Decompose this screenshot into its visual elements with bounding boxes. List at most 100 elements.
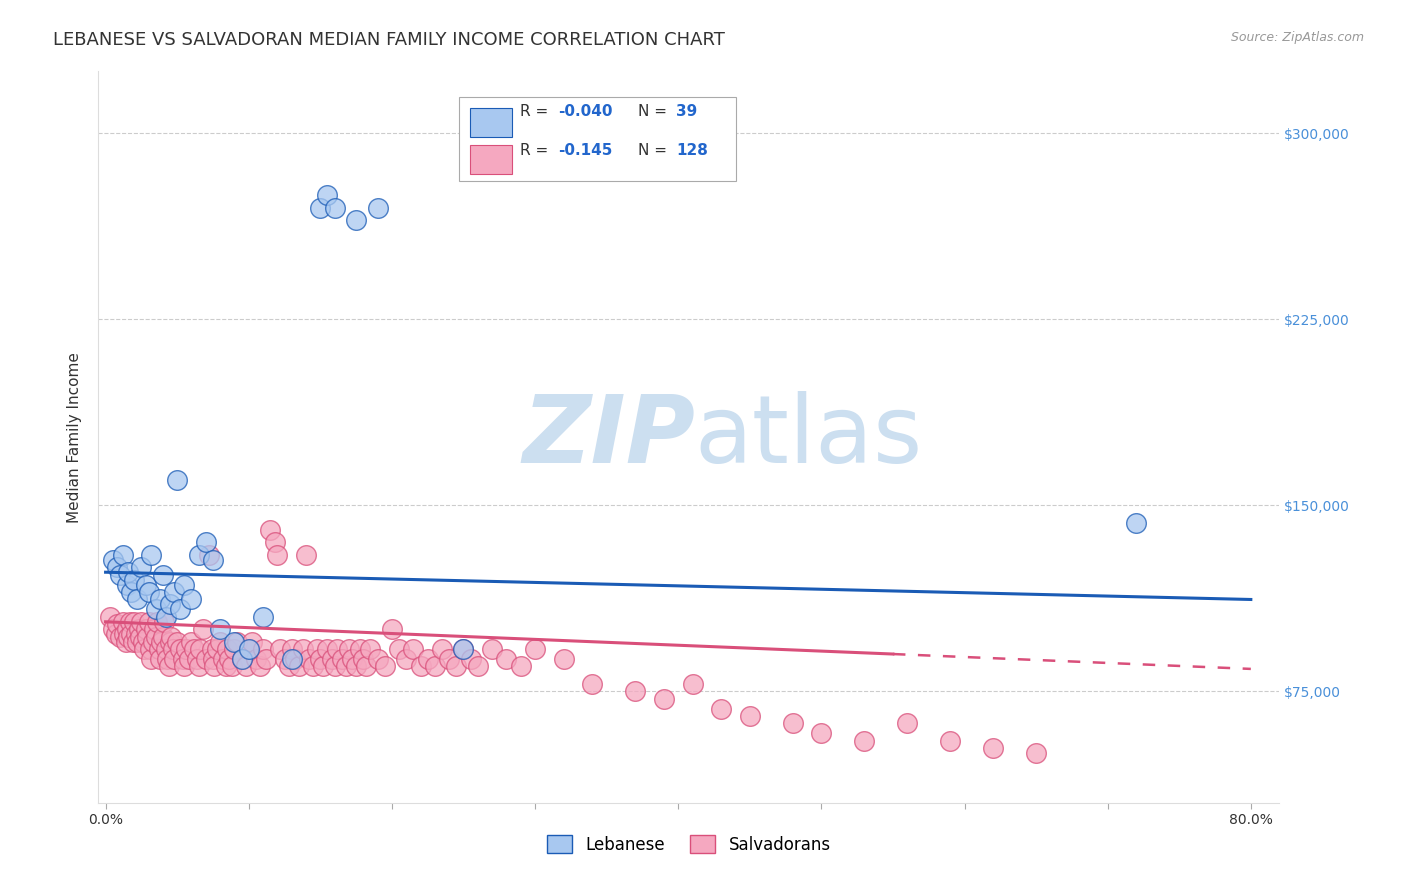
Text: LEBANESE VS SALVADORAN MEDIAN FAMILY INCOME CORRELATION CHART: LEBANESE VS SALVADORAN MEDIAN FAMILY INC… (53, 31, 725, 49)
Point (101, 553, 124, 567)
Bar (471, 145, 512, 174)
Point (134, 642, 156, 657)
Point (344, 659, 367, 673)
Point (173, 659, 195, 673)
Point (430, 642, 453, 657)
Point (326, 642, 349, 657)
Point (121, 634, 143, 648)
Point (120, 585, 142, 599)
Point (131, 560, 153, 574)
Point (280, 642, 302, 657)
Point (122, 615, 145, 629)
Text: -0.040: -0.040 (558, 104, 613, 120)
Point (224, 642, 246, 657)
Point (581, 677, 603, 691)
Point (374, 659, 396, 673)
Point (354, 659, 377, 673)
Point (180, 592, 202, 607)
Point (177, 652, 200, 666)
Point (160, 630, 183, 644)
Text: N =: N = (638, 104, 672, 120)
Point (145, 602, 167, 616)
Point (337, 642, 360, 657)
Point (652, 691, 675, 706)
Point (128, 622, 150, 636)
Point (188, 642, 211, 657)
Point (409, 659, 432, 673)
Point (292, 642, 315, 657)
Point (254, 652, 277, 666)
Point (624, 684, 647, 698)
Point (141, 548, 163, 562)
Point (194, 535, 217, 549)
Point (298, 652, 321, 666)
Point (467, 659, 489, 673)
Point (125, 634, 148, 648)
Point (252, 610, 274, 624)
Point (143, 622, 166, 636)
Text: ZIP: ZIP (522, 391, 695, 483)
Point (122, 573, 145, 587)
Point (437, 652, 460, 666)
Point (187, 548, 209, 562)
Point (323, 659, 346, 673)
Point (810, 726, 832, 740)
Point (152, 630, 174, 644)
Point (238, 642, 260, 657)
Point (155, 642, 177, 657)
Point (146, 615, 169, 629)
Point (309, 201, 332, 215)
Text: 39: 39 (676, 104, 697, 120)
Point (710, 701, 733, 715)
Point (139, 642, 162, 657)
Point (218, 652, 240, 666)
Point (896, 716, 918, 731)
Point (207, 642, 229, 657)
Point (202, 659, 225, 673)
Point (359, 642, 381, 657)
Point (238, 642, 260, 657)
Point (240, 634, 263, 648)
Point (200, 642, 222, 657)
Point (159, 634, 181, 648)
Point (159, 598, 181, 612)
Point (367, 201, 389, 215)
Point (321, 652, 343, 666)
Point (217, 642, 239, 657)
Point (367, 652, 389, 666)
Point (180, 634, 202, 648)
Point (142, 634, 165, 648)
Point (135, 577, 157, 591)
Point (118, 615, 141, 629)
Point (231, 652, 253, 666)
Point (186, 652, 208, 666)
Point (163, 652, 186, 666)
Point (1025, 746, 1047, 760)
Point (388, 642, 411, 657)
Point (283, 652, 305, 666)
Point (509, 659, 531, 673)
Point (194, 652, 217, 666)
Point (335, 659, 357, 673)
Point (98, 610, 121, 624)
Point (252, 642, 274, 657)
Point (280, 652, 302, 666)
Point (115, 577, 138, 591)
Point (266, 548, 288, 562)
Point (381, 622, 404, 636)
Point (150, 634, 173, 648)
Point (129, 630, 152, 644)
Point (148, 642, 170, 657)
Point (782, 716, 804, 731)
Point (138, 585, 160, 599)
Point (174, 642, 197, 657)
Point (323, 201, 346, 215)
Point (939, 734, 962, 748)
Point (224, 634, 246, 648)
Point (173, 577, 195, 591)
Point (138, 615, 160, 629)
Point (169, 602, 191, 616)
Point (235, 659, 257, 673)
Point (352, 652, 374, 666)
Point (460, 652, 482, 666)
